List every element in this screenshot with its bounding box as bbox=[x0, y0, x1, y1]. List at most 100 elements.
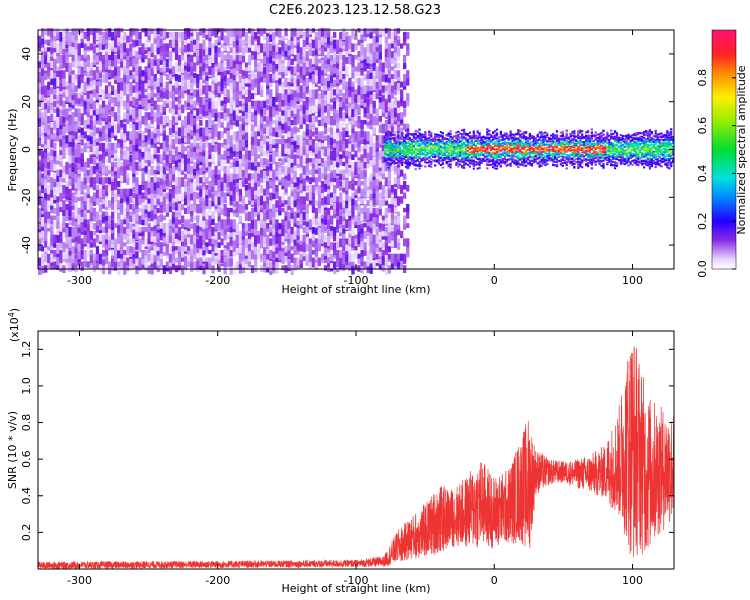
spectrogram-noise-cell bbox=[211, 123, 215, 132]
spectrogram-noise-cell bbox=[351, 96, 355, 105]
spectrogram-noise-cell bbox=[92, 108, 97, 116]
spectrogram-noise-cell bbox=[53, 116, 57, 121]
spectrogram-noise-cell bbox=[299, 116, 303, 125]
spectrogram-noise-cell bbox=[150, 116, 154, 124]
spectrogram-noise-cell bbox=[339, 173, 343, 181]
spectrogram-noise-cell bbox=[254, 77, 258, 84]
spectrogram-noise-cell bbox=[232, 81, 236, 89]
spectrogram-noise-cell bbox=[138, 31, 142, 39]
spectrogram-noise-cell bbox=[168, 204, 173, 212]
spectrogram-noise-cell bbox=[299, 77, 303, 84]
spectrogram-noise-cell bbox=[165, 261, 170, 269]
spectrogram-noise-cell bbox=[89, 223, 93, 229]
spectrogram-noise-cell bbox=[80, 200, 84, 210]
spectrogram-noise-cell bbox=[244, 43, 249, 53]
spectrogram-noise-cell bbox=[65, 62, 69, 71]
spectrogram-noise-cell bbox=[290, 173, 294, 183]
spectrogram-noise-cell bbox=[317, 119, 322, 127]
spectrogram-noise-cell bbox=[217, 150, 221, 155]
spectrogram-noise-cell bbox=[47, 96, 51, 102]
spectrogram-noise-cell bbox=[205, 196, 209, 207]
spectrogram-noise-cell bbox=[171, 108, 176, 116]
spectrogram-noise-cell bbox=[339, 142, 343, 152]
spectrogram-noise-cell bbox=[89, 93, 93, 99]
spectrogram-noise-cell bbox=[287, 146, 291, 155]
spectrogram-noise-cell bbox=[311, 47, 316, 57]
spectrogram-noise-cell bbox=[165, 58, 170, 68]
spectrogram-noise-cell bbox=[120, 261, 124, 270]
spectrogram-noise-cell bbox=[272, 139, 276, 145]
spectrogram-noise-cell bbox=[65, 257, 69, 263]
spectrogram-noise-cell bbox=[193, 261, 197, 271]
spectrogram-noise-cell bbox=[171, 184, 176, 191]
spectrogram-noise-cell bbox=[241, 154, 246, 164]
spectrogram-noise-cell bbox=[241, 104, 246, 112]
spectrogram-noise-cell bbox=[47, 146, 51, 153]
spectrogram-noise-cell bbox=[305, 31, 309, 37]
spectrogram-noise-cell bbox=[171, 85, 176, 91]
spectrogram-noise-cell bbox=[144, 96, 148, 102]
spectrogram-noise-cell bbox=[108, 154, 112, 163]
spectrogram-noise-cell bbox=[56, 242, 60, 250]
spectrogram-noise-cell bbox=[260, 139, 264, 147]
spectrogram-noise-cell bbox=[287, 100, 291, 106]
spectrogram-noise-cell bbox=[38, 81, 42, 89]
spectrogram-noise-cell bbox=[235, 58, 239, 65]
spectrogram-noise-cell bbox=[199, 234, 203, 240]
spectrogram-noise-cell bbox=[156, 261, 160, 271]
spectrogram-noise-cell bbox=[247, 77, 252, 84]
spectrogram-noise-cell bbox=[226, 28, 230, 37]
spectrogram-noise-cell bbox=[351, 135, 355, 144]
spectrogram-noise-cell bbox=[141, 104, 145, 110]
spectrogram-noise-cell bbox=[330, 135, 334, 145]
spectrogram-noise-cell bbox=[254, 161, 258, 171]
spectrogram-noise-cell bbox=[184, 219, 188, 228]
spectrogram-noise-cell bbox=[95, 47, 100, 53]
spectrogram-noise-cell bbox=[98, 257, 103, 265]
spectrogram-noise-cell bbox=[351, 108, 355, 118]
spectrogram-noise-cell bbox=[354, 43, 358, 51]
spectrogram-noise-cell bbox=[147, 139, 151, 145]
spectrogram-noise-cell bbox=[317, 104, 322, 111]
spectrogram-noise-cell bbox=[190, 165, 194, 174]
spectrogram-noise-cell bbox=[220, 142, 224, 148]
spectrogram-noise-cell bbox=[56, 66, 60, 71]
spectrogram-noise-cell bbox=[302, 253, 306, 261]
spectrogram-noise-cell bbox=[65, 142, 69, 148]
spectrogram-noise-cell bbox=[50, 238, 54, 247]
spectrogram-noise-cell bbox=[320, 234, 325, 244]
spectrogram-noise-cell bbox=[314, 261, 319, 268]
spectrogram-noise-cell bbox=[229, 181, 233, 189]
spectrogram-noise-cell bbox=[205, 77, 209, 86]
spectrogram-noise-cell bbox=[187, 54, 191, 64]
spectrogram-noise-cell bbox=[47, 211, 51, 219]
spectrogram-noise-cell bbox=[108, 93, 112, 102]
spectrogram-noise-cell bbox=[275, 96, 279, 103]
spectrogram-noise-cell bbox=[86, 196, 90, 205]
spectrogram-noise-cell bbox=[351, 70, 355, 79]
spectrogram-noise-cell bbox=[241, 70, 246, 77]
spectrogram-noise-cell bbox=[220, 238, 224, 246]
spectrogram-noise-cell bbox=[159, 39, 163, 46]
spectrogram-noise-cell bbox=[41, 219, 45, 227]
spectrogram-noise-cell bbox=[348, 154, 352, 159]
spectrogram-noise-cell bbox=[339, 108, 343, 119]
spectrogram-noise-cell bbox=[244, 207, 249, 213]
spectrogram-noise-cell bbox=[223, 112, 227, 121]
spectrogram-noise-cell bbox=[208, 150, 212, 156]
spectrogram-noise-cell bbox=[254, 158, 258, 166]
spectrogram-noise-cell bbox=[132, 123, 136, 134]
spectrogram-noise-cell bbox=[257, 161, 261, 167]
spectrogram-noise-cell bbox=[108, 169, 112, 175]
spectrogram-noise-cell bbox=[287, 119, 291, 127]
spectrogram-noise-cell bbox=[74, 188, 78, 196]
spectrogram-noise-cell bbox=[196, 58, 200, 66]
spectrogram-noise-cell bbox=[266, 85, 270, 95]
spectrogram-noise-cell bbox=[150, 108, 154, 117]
spectrogram-noise-cell bbox=[284, 119, 288, 126]
spectrogram-noise-cell bbox=[71, 226, 75, 233]
spectrogram-noise-cell bbox=[330, 127, 334, 135]
spectrogram-noise-cell bbox=[308, 112, 312, 120]
spectrogram-noise-cell bbox=[241, 77, 246, 87]
spectrogram-noise-cell bbox=[275, 188, 279, 198]
